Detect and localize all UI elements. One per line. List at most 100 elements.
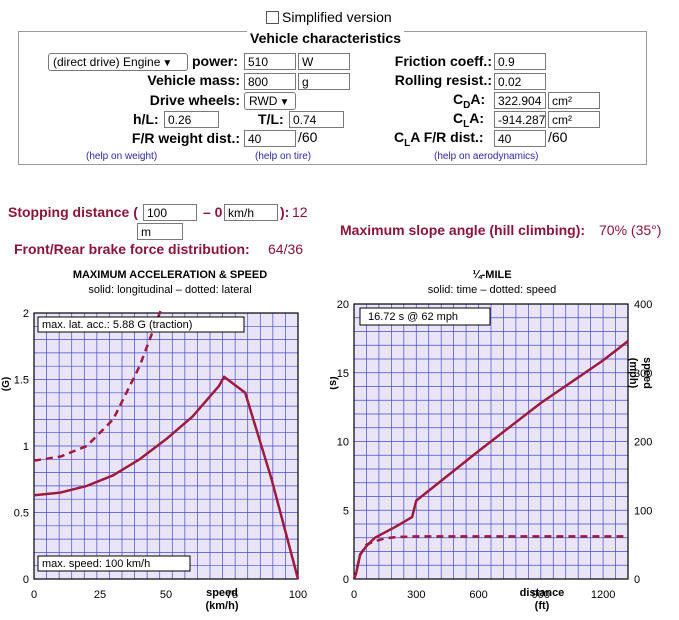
rolling-resist-label: Rolling resist.: bbox=[394, 72, 492, 88]
y-tick-label: 0 bbox=[23, 574, 29, 586]
dotted-series-line bbox=[33, 309, 162, 462]
y-tick-label: 0 bbox=[343, 574, 349, 586]
cda-input[interactable]: 322.904 bbox=[494, 92, 546, 109]
x-tick-label: 900 bbox=[532, 589, 550, 601]
y-tick-label: 0.5 bbox=[14, 508, 29, 520]
chart2-y2label-unit: (mph) bbox=[627, 358, 639, 389]
cla-label: CLA: bbox=[453, 110, 485, 130]
chart2-title: ¼-MILE bbox=[472, 269, 512, 281]
help-on-weight-link[interactable]: (help on weight) bbox=[86, 151, 158, 162]
chart1-annotation-lat-text: max. lat. acc.: 5.88 G (traction) bbox=[42, 319, 192, 331]
help-on-tire-link[interactable]: (help on tire) bbox=[255, 151, 312, 162]
y-tick-label: 10 bbox=[337, 437, 349, 449]
friction-input[interactable]: 0.9 bbox=[494, 53, 546, 70]
stopping-dash: – 0 bbox=[203, 204, 223, 220]
cda-label: CDA: bbox=[453, 91, 486, 111]
simplified-checkbox[interactable] bbox=[266, 10, 279, 24]
x-tick-label: 600 bbox=[469, 589, 487, 601]
brake-distribution-label: Front/Rear brake force distribution: bbox=[14, 241, 250, 257]
chart1-xlabel-line1: speed bbox=[206, 587, 238, 599]
y2-tick-label: 400 bbox=[634, 299, 652, 311]
chart1-grid bbox=[33, 312, 299, 580]
chart2-subtitle: solid: time – dotted: speed bbox=[427, 284, 557, 296]
power-unit-input[interactable]: W bbox=[298, 53, 350, 70]
cda-unit-input[interactable]: cm² bbox=[548, 92, 600, 109]
brake-distribution-value: 64/36 bbox=[268, 241, 304, 257]
drive-wheels-select[interactable]: RWD ▼ bbox=[244, 92, 296, 110]
fr-weight-input[interactable]: 40 bbox=[244, 130, 296, 147]
plot-frame bbox=[33, 312, 299, 580]
y-tick-label: 20 bbox=[337, 299, 349, 311]
y2-tick-label: 0 bbox=[634, 574, 640, 586]
x-tick-label: 50 bbox=[160, 589, 172, 601]
solid-series-line bbox=[33, 375, 300, 580]
y2-tick-label: 100 bbox=[634, 505, 652, 517]
chart2-grid bbox=[353, 303, 629, 580]
stopping-distance-value: 12 bbox=[292, 204, 308, 220]
y2-tick-label: 200 bbox=[634, 437, 652, 449]
chart2-annotation: 16.72 s @ 62 mph bbox=[359, 307, 491, 326]
cla-fr-dist-label: CLA F/R dist.: bbox=[394, 129, 484, 149]
fr-weight-suffix: /60 bbox=[298, 129, 318, 145]
acceleration-chart: 0 25 50 75 100 0 0.5 1 1.5 2 (G) speed (km/h) max… bbox=[1, 308, 307, 612]
x-tick-label: 0 bbox=[351, 589, 357, 601]
y2-tick-label: 300 bbox=[634, 368, 652, 380]
chart2-xlabel-line1: distance bbox=[520, 587, 565, 599]
chart1-annotation-speed-text: max. speed: 100 km/h bbox=[42, 558, 150, 570]
tl-label: T/L: bbox=[258, 111, 284, 127]
mass-unit-input[interactable]: g bbox=[298, 73, 350, 90]
drive-wheels-label: Drive wheels: bbox=[149, 92, 240, 108]
tl-input[interactable]: 0.74 bbox=[289, 111, 344, 128]
chart1-series bbox=[33, 309, 300, 580]
mass-label: Vehicle mass: bbox=[147, 72, 240, 88]
chart2-ylabel-unit: (s) bbox=[330, 376, 339, 390]
cla-fr-suffix: /60 bbox=[548, 129, 568, 145]
power-input[interactable]: 510 bbox=[244, 53, 296, 70]
chart2-annotation-text: 16.72 s @ 62 mph bbox=[368, 311, 458, 323]
stopping-speed-unit-input[interactable]: km/h bbox=[224, 204, 278, 221]
y-tick-label: 2 bbox=[23, 308, 29, 320]
fr-weight-label: F/R weight dist.: bbox=[131, 130, 240, 146]
rolling-resist-input[interactable]: 0.02 bbox=[494, 73, 546, 90]
stopping-from-speed-input[interactable]: 100 bbox=[143, 204, 197, 221]
chevron-down-icon: ▼ bbox=[279, 97, 290, 108]
simplified-version-toggle[interactable]: Simplified version bbox=[266, 9, 392, 25]
x-tick-label: 300 bbox=[407, 589, 425, 601]
slope-angle-label: Maximum slope angle (hill climbing): bbox=[340, 222, 586, 238]
y-tick-label: 15 bbox=[337, 368, 349, 380]
mass-input[interactable]: 800 bbox=[244, 73, 296, 90]
hl-input[interactable]: 0.26 bbox=[164, 111, 219, 128]
chart1-annotation-lat: max. lat. acc.: 5.88 G (traction) bbox=[37, 316, 245, 333]
x-tick-label: 75 bbox=[226, 589, 238, 601]
plot-frame bbox=[353, 303, 629, 580]
power-label: power: bbox=[192, 53, 238, 69]
vehicle-legend: Vehicle characteristics bbox=[247, 30, 404, 46]
chart2-y2label: speed bbox=[641, 357, 653, 389]
chart1-title: MAXIMUM ACCELERATION & SPEED bbox=[72, 269, 268, 281]
chart2-series bbox=[352, 340, 629, 580]
chart1-ticks: 0 25 50 75 100 0 0.5 1 1.5 2 bbox=[14, 308, 307, 601]
x-tick-label: 1200 bbox=[591, 589, 615, 601]
cla-unit-input[interactable]: cm² bbox=[548, 111, 600, 128]
engine-type-select[interactable]: (direct drive) Engine ▼ bbox=[48, 53, 188, 71]
drive-wheels-value: RWD bbox=[249, 94, 278, 108]
stopping-distance-label: Stopping distance ( bbox=[8, 204, 138, 220]
chart2-xlabel-line2: (ft) bbox=[535, 600, 550, 612]
dotted-series-line bbox=[352, 535, 628, 580]
cla-input[interactable]: -914.287 bbox=[494, 111, 546, 128]
chart1-annotation-speed: max. speed: 100 km/h bbox=[37, 555, 191, 572]
chart1-ylabel: (G) bbox=[1, 377, 12, 391]
chart1-xlabel-line2: (km/h) bbox=[206, 600, 239, 612]
stopping-distance-unit-input[interactable]: m bbox=[137, 223, 183, 240]
cla-fr-input[interactable]: 40 bbox=[494, 130, 546, 147]
y-tick-label: 1.5 bbox=[14, 375, 29, 387]
help-on-aerodynamics-link[interactable]: (help on aerodynamics) bbox=[434, 151, 539, 162]
x-tick-label: 100 bbox=[289, 589, 307, 601]
chevron-down-icon: ▼ bbox=[162, 58, 173, 69]
y-tick-label: 5 bbox=[343, 505, 349, 517]
engine-select-value: (direct drive) Engine bbox=[53, 55, 161, 69]
x-tick-label: 25 bbox=[94, 589, 106, 601]
chart1-subtitle: solid: longitudinal – dotted: lateral bbox=[88, 284, 252, 296]
y-tick-label: 1 bbox=[23, 441, 29, 453]
